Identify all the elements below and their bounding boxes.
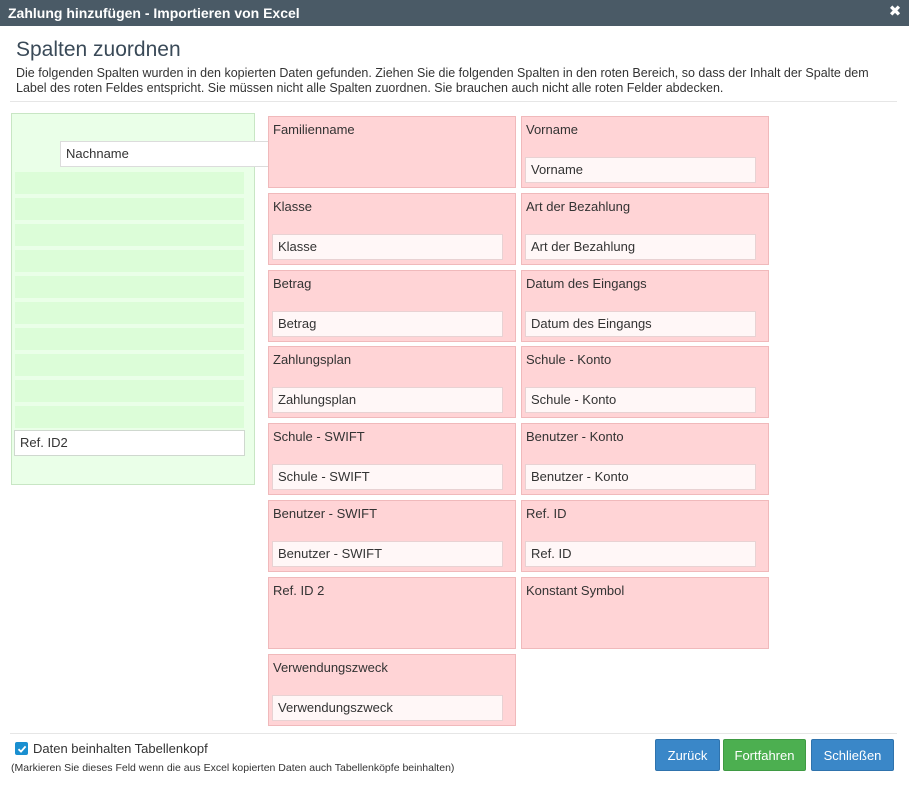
target-field-label: Benutzer - Konto [526, 429, 624, 444]
panel-stripe [15, 328, 244, 350]
target-field-label: Schule - Konto [526, 352, 612, 367]
checkbox-hint: (Markieren Sie dieses Feld wenn die aus … [11, 762, 455, 774]
checkbox-header[interactable] [15, 742, 28, 755]
panel-stripe [15, 224, 244, 246]
target-field-label: Schule - SWIFT [273, 429, 365, 444]
mapped-column-item[interactable]: Verwendungszweck [272, 695, 503, 721]
page-title: Spalten zuordnen [16, 38, 181, 61]
target-field[interactable]: Verwendungszweck Verwendungszweck [268, 654, 516, 726]
mapped-column-item[interactable]: Benutzer - SWIFT [272, 541, 503, 567]
source-columns-panel[interactable] [11, 113, 255, 485]
target-field[interactable]: Zahlungsplan Zahlungsplan [268, 346, 516, 418]
checkbox-label[interactable]: Daten beinhalten Tabellenkopf [33, 741, 208, 756]
mapped-column-item[interactable]: Betrag [272, 311, 503, 337]
instructions-text: Die folgenden Spalten wurden in den kopi… [16, 66, 869, 95]
target-field[interactable]: Art der Bezahlung Art der Bezahlung [521, 193, 769, 265]
target-field[interactable]: Vorname Vorname [521, 116, 769, 188]
panel-stripe [15, 276, 244, 298]
divider [10, 101, 897, 102]
source-column-item[interactable]: Ref. ID2 [14, 430, 245, 456]
mapped-column-item[interactable]: Benutzer - Konto [525, 464, 756, 490]
target-field-label: Familienname [273, 122, 355, 137]
target-field[interactable]: Klasse Klasse [268, 193, 516, 265]
target-field-label: Zahlungsplan [273, 352, 352, 367]
target-field-label: Klasse [273, 199, 313, 214]
target-field[interactable]: Konstant Symbol [521, 577, 769, 649]
check-icon [17, 745, 26, 753]
mapped-column-item[interactable]: Schule - SWIFT [272, 464, 503, 490]
target-field[interactable]: Schule - SWIFT Schule - SWIFT [268, 423, 516, 495]
mapped-column-item[interactable]: Datum des Eingangs [525, 311, 756, 337]
mapped-column-item[interactable]: Ref. ID [525, 541, 756, 567]
target-field[interactable]: Ref. ID Ref. ID [521, 500, 769, 572]
target-field-label: Art der Bezahlung [526, 199, 631, 214]
divider [10, 733, 897, 734]
mapped-column-item[interactable]: Klasse [272, 234, 503, 260]
panel-stripe [15, 380, 244, 402]
target-field-label: Betrag [273, 276, 312, 291]
continue-button[interactable]: Fortfahren [723, 739, 806, 771]
header-checkbox-row[interactable]: Daten beinhalten Tabellenkopf [15, 741, 208, 756]
mapped-column-item[interactable]: Zahlungsplan [272, 387, 503, 413]
panel-stripe [15, 198, 244, 220]
target-field-label: Konstant Symbol [526, 583, 625, 598]
dragging-column-item[interactable]: Nachname [60, 141, 288, 167]
dialog-titlebar: Zahlung hinzufügen - Importieren von Exc… [0, 0, 909, 26]
target-field[interactable]: Benutzer - Konto Benutzer - Konto [521, 423, 769, 495]
target-field-label: Vorname [526, 122, 579, 137]
mapped-column-item[interactable]: Vorname [525, 157, 756, 183]
panel-stripe [15, 302, 244, 324]
target-field-label: Datum des Eingangs [526, 276, 647, 291]
target-field-label: Ref. ID [526, 506, 567, 521]
target-field[interactable]: Betrag Betrag [268, 270, 516, 342]
target-field[interactable]: Ref. ID 2 [268, 577, 516, 649]
mapped-column-item[interactable]: Art der Bezahlung [525, 234, 756, 260]
mapped-column-item[interactable]: Schule - Konto [525, 387, 756, 413]
target-field[interactable]: Benutzer - SWIFT Benutzer - SWIFT [268, 500, 516, 572]
target-field[interactable]: Schule - Konto Schule - Konto [521, 346, 769, 418]
panel-stripe [15, 250, 244, 272]
panel-stripe [15, 172, 244, 194]
target-field-label: Benutzer - SWIFT [273, 506, 378, 521]
target-field[interactable]: Datum des Eingangs Datum des Eingangs [521, 270, 769, 342]
back-button[interactable]: Zurück [655, 739, 720, 771]
target-field[interactable]: Familienname [268, 116, 516, 188]
target-field-label: Verwendungszweck [273, 660, 388, 675]
panel-stripe [15, 406, 244, 428]
panel-stripe [15, 354, 244, 376]
target-field-label: Ref. ID 2 [273, 583, 325, 598]
dialog-title: Zahlung hinzufügen - Importieren von Exc… [8, 5, 300, 21]
close-icon[interactable]: ✖ [888, 3, 902, 20]
close-button[interactable]: Schließen [811, 739, 894, 771]
